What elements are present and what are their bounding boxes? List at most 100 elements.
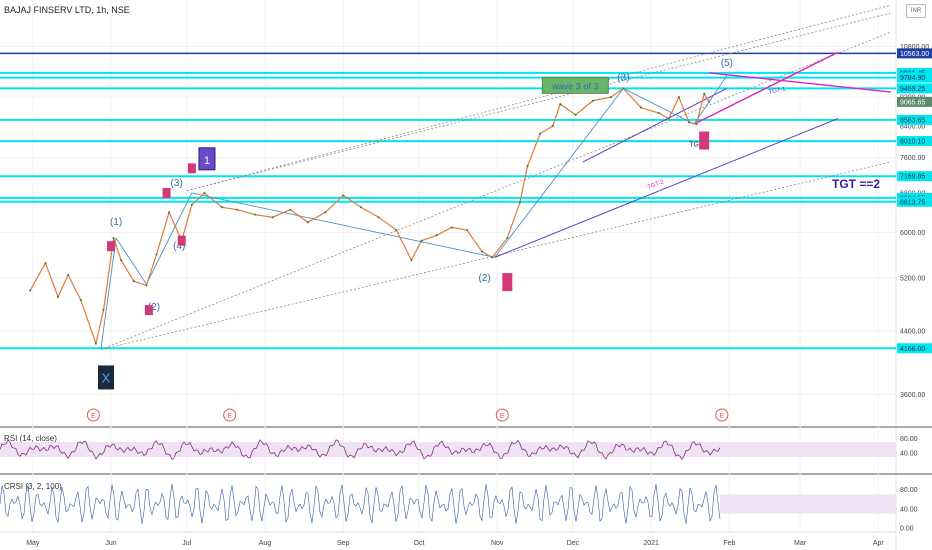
y-tick-label: 4400.00 <box>900 328 925 335</box>
x-tick-label: Sep <box>337 540 350 547</box>
wave-label-2: (2) <box>148 302 160 313</box>
price-point <box>539 132 542 135</box>
price-point <box>688 121 691 124</box>
crsi-band <box>720 494 896 514</box>
price-point <box>450 226 453 229</box>
tgt2-label: TGT-2 <box>647 179 666 191</box>
price-point <box>574 113 577 116</box>
price-level-label: 9459.25 <box>900 86 925 93</box>
price-point <box>79 299 82 302</box>
tgt1b-label: TGT-1 <box>768 86 787 96</box>
wave-marker <box>177 235 186 246</box>
price-point <box>609 96 612 99</box>
price-point <box>44 262 47 265</box>
price-point <box>559 103 562 106</box>
event-marker-text: E <box>227 413 232 420</box>
price-point <box>708 100 711 103</box>
y-tick-label: 7600.00 <box>900 155 925 162</box>
price-point <box>190 203 193 206</box>
wave-label-2b: (2) <box>478 273 490 284</box>
price-point <box>29 289 32 292</box>
event-marker <box>223 408 237 422</box>
wave-line <box>115 237 147 285</box>
target-trendline <box>494 118 839 258</box>
wave-line <box>623 87 695 125</box>
current-price-tag <box>897 96 932 107</box>
y-tick-label: 5200.00 <box>900 276 925 283</box>
price-point <box>132 280 135 283</box>
channel-line <box>186 4 892 192</box>
price-point <box>506 236 509 239</box>
current-price-label: 9065.65 <box>900 99 925 106</box>
y-tick-label: 6000.00 <box>900 230 925 237</box>
projection-line <box>709 72 892 93</box>
y-tick-label: 3600.00 <box>900 392 925 399</box>
crsi-title: CRSI (3, 2, 100) <box>4 482 62 491</box>
price-level-tag <box>897 171 932 182</box>
projection-line <box>693 51 839 125</box>
rsi-tick-label: 40.00 <box>900 451 918 458</box>
trend-channels <box>100 4 892 350</box>
price-point <box>703 92 706 95</box>
price-point <box>120 259 123 262</box>
price-point <box>435 234 438 237</box>
price-point <box>677 96 680 99</box>
wave3-box <box>541 76 609 94</box>
price-point <box>640 106 643 109</box>
y-tick-label: 8400.00 <box>900 123 925 130</box>
price-point <box>622 87 625 90</box>
event-marker <box>495 408 509 422</box>
wave-label-3b: (3) <box>617 72 629 83</box>
rsi-tick-label: 80.00 <box>900 436 918 443</box>
price-level-label: 8010.10 <box>900 139 925 146</box>
price-point <box>526 165 529 168</box>
price-point <box>377 216 380 219</box>
price-level-tag <box>897 343 932 354</box>
price-point <box>592 99 595 102</box>
marker-1-text: 1 <box>204 155 210 167</box>
price-point <box>112 236 115 239</box>
price-point <box>518 201 521 204</box>
y-tick-label: 10800.00 <box>900 44 929 51</box>
x-tick-label: May <box>26 540 40 547</box>
x-tick-label: Aug <box>259 540 272 547</box>
price-point <box>667 117 670 120</box>
price-level-label: 8563.65 <box>900 117 925 124</box>
event-marker <box>715 408 729 422</box>
crsi-tick-label: 0.00 <box>900 526 914 533</box>
price-point <box>657 112 660 115</box>
price-point <box>236 208 239 211</box>
x-tick-label: 2021 <box>643 540 659 547</box>
tgt1-marker <box>699 131 710 150</box>
plot-area[interactable] <box>0 0 896 550</box>
channel-line <box>100 31 892 350</box>
crsi-line <box>0 483 721 525</box>
wave-label-5: (5) <box>721 58 733 69</box>
time-axis: May Jun Jul Aug Sep Oct Nov Dec 2021 Feb Mar Apr <box>26 540 884 547</box>
x-tick-label: Feb <box>723 540 735 547</box>
event-marker-text: E <box>91 413 96 420</box>
wave2-marker <box>502 273 513 292</box>
indicator-panels <box>0 439 896 525</box>
crsi-tick-label: 40.00 <box>900 506 918 513</box>
price-point <box>465 229 468 232</box>
wave-line <box>191 192 495 258</box>
x-tick-label: Oct <box>414 540 425 547</box>
price-point <box>145 284 148 287</box>
rsi-line <box>0 439 721 461</box>
price-level-tag <box>897 48 932 59</box>
price-point <box>57 295 60 298</box>
price-point <box>289 208 292 211</box>
price-point <box>420 239 423 242</box>
wave-label-4: (4) <box>173 241 185 252</box>
wave-line <box>494 88 624 258</box>
x-tick-label: Nov <box>491 540 504 547</box>
price-point <box>155 253 158 256</box>
price-level-label: 6613.75 <box>900 199 925 206</box>
wave-marker <box>144 305 153 316</box>
currency-badge[interactable]: INR <box>906 4 926 18</box>
price-series <box>29 87 711 346</box>
wave-line <box>145 192 193 285</box>
